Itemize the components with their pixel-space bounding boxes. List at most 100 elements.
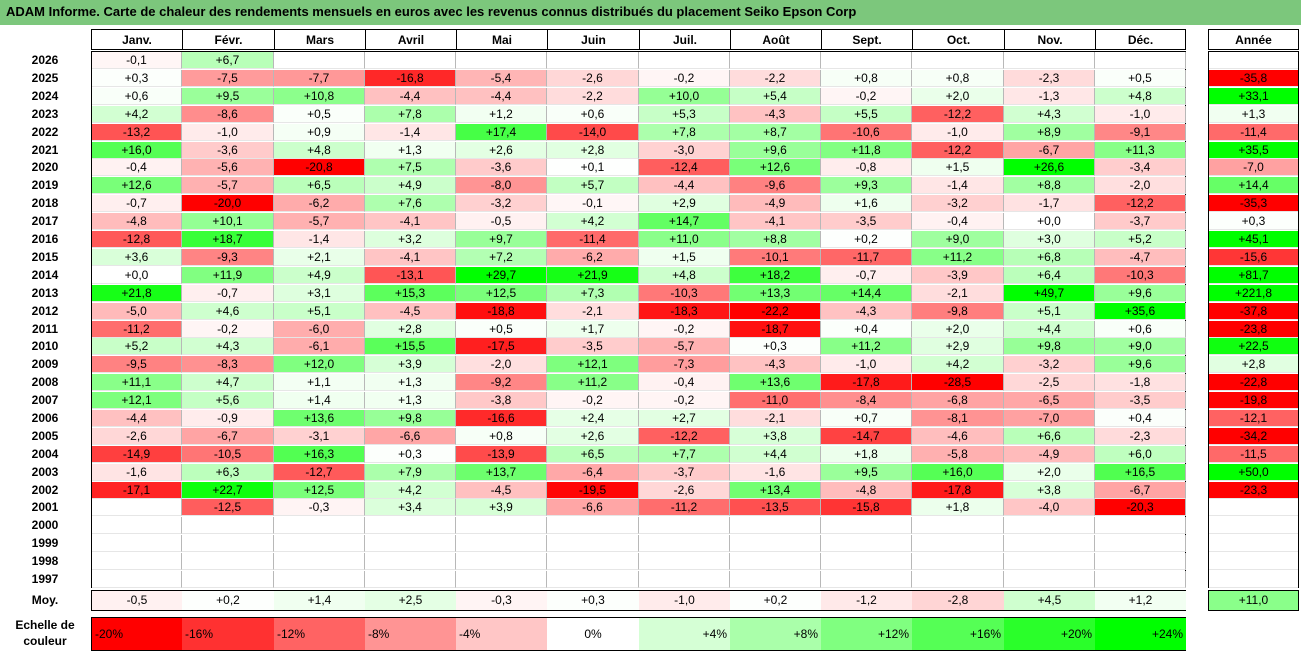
heatmap-cell: +1,4 [274,392,365,409]
heatmap-cell: -1,0 [821,356,912,373]
heatmap-cell: -0,2 [639,70,730,87]
heatmap-cell [547,52,639,69]
heatmap-cell: +4,3 [182,338,274,355]
heatmap-cell: -5,4 [456,70,547,87]
heatmap-cell: -7,0 [1004,410,1095,427]
heatmap-cell: +21,9 [547,267,639,284]
heatmap-cell [912,517,1004,534]
heatmap-cell: -3,7 [1095,213,1186,230]
heatmap-cell [1004,535,1095,552]
heatmap-cell: +5,2 [92,338,182,355]
color-scale-step: +4% [639,618,730,650]
average-annual-cell: +11,0 [1209,591,1298,610]
average-cell: +0,2 [182,591,274,610]
heatmap-cell: -12,8 [92,231,182,248]
year-label: 2006 [31,411,59,425]
heatmap-cell: +13,7 [456,464,547,481]
heatmap-cell: +13,4 [730,482,821,499]
average-cell: +0,2 [730,591,821,610]
heatmap-cell: +4,9 [365,177,456,194]
average-cell: -0,3 [456,591,547,610]
heatmap-cell: -0,8 [821,159,912,176]
heatmap-cell [1004,517,1095,534]
heatmap-cell: +2,6 [547,428,639,445]
heatmap-cell: -19,5 [547,482,639,499]
heatmap-cell: -5,8 [912,446,1004,463]
heatmap-cell: -4,5 [456,482,547,499]
heatmap-cell: -9,2 [456,374,547,391]
heatmap-cell: +29,7 [456,267,547,284]
heatmap-cell: +2,1 [274,249,365,266]
heatmap-cell: +15,3 [365,285,456,302]
heatmap-cell: -17,5 [456,338,547,355]
annual-cell: -35,3 [1209,195,1298,212]
heatmap-cell [730,553,821,570]
heatmap-cell: -4,9 [730,195,821,212]
heatmap-cell: -9,5 [92,356,182,373]
heatmap-cell: +5,2 [1095,231,1186,248]
heatmap-cell: -4,6 [912,428,1004,445]
heatmap-cell [912,535,1004,552]
color-scale-step: +24% [1095,618,1186,650]
heatmap-cell [639,571,730,588]
heatmap-cell [92,571,182,588]
heatmap-cell: +9,7 [456,231,547,248]
average-cell: +4,5 [1004,591,1095,610]
year-label: 2024 [31,89,59,103]
heatmap-cell: +4,2 [365,482,456,499]
heatmap-cell: -12,2 [912,106,1004,123]
heatmap-cell: -7,7 [274,70,365,87]
heatmap-cell [730,571,821,588]
heatmap-cell: -11,2 [639,499,730,516]
heatmap-cell: +6,5 [274,177,365,194]
heatmap-cell: +3,0 [1004,231,1095,248]
month-header: Juin [547,29,639,50]
year-label: 2015 [31,250,59,264]
heatmap-cell: +11,2 [821,338,912,355]
heatmap-cell: +5,7 [547,177,639,194]
heatmap-cell: +5,6 [182,392,274,409]
heatmap-cell [92,535,182,552]
average-cell: -2,8 [912,591,1004,610]
year-label: 2008 [31,375,59,389]
heatmap-cell: +4,4 [1004,321,1095,338]
heatmap-cell: -14,9 [92,446,182,463]
heatmap-cell: +12,1 [547,356,639,373]
month-header: Nov. [1004,29,1095,50]
heatmap-cell: -3,5 [1095,392,1186,409]
heatmap-cell: -3,5 [547,338,639,355]
heatmap-cell: -1,6 [730,464,821,481]
year-label: 2018 [31,196,59,210]
color-scale-label: Echelle de couleur [0,617,90,651]
heatmap-cell [730,52,821,69]
heatmap-cell: -9,8 [912,303,1004,320]
heatmap-cell [730,517,821,534]
heatmap-cell: +0,3 [92,70,182,87]
heatmap-cell: +9,3 [821,177,912,194]
heatmap-cell: -2,6 [547,70,639,87]
heatmap-cell: -1,3 [1004,88,1095,105]
heatmap-cell: -7,3 [639,356,730,373]
color-scale-label-line1: Echelle de [15,618,75,632]
heatmap-cell: -8,6 [182,106,274,123]
heatmap-cell: -1,0 [1095,106,1186,123]
annual-cell: +22,5 [1209,338,1298,355]
color-scale-step: +8% [730,618,821,650]
heatmap-cell: +1,5 [912,159,1004,176]
heatmap-cell: +7,8 [639,124,730,141]
heatmap-cell: +12,6 [92,177,182,194]
heatmap-cell: -9,3 [182,249,274,266]
heatmap-cell: +4,8 [1095,88,1186,105]
heatmap-cell: -4,4 [639,177,730,194]
heatmap-cell [1004,52,1095,69]
heatmap-cell: +3,8 [1004,482,1095,499]
average-cell: -1,0 [639,591,730,610]
heatmap-cell: -0,4 [912,213,1004,230]
heatmap-cell: -18,7 [730,321,821,338]
heatmap-cell: -1,4 [274,231,365,248]
heatmap-cell: -9,6 [730,177,821,194]
heatmap-cell [182,571,274,588]
heatmap-cell [547,571,639,588]
heatmap-cell: +2,0 [912,321,1004,338]
heatmap-cell: -6,2 [547,249,639,266]
